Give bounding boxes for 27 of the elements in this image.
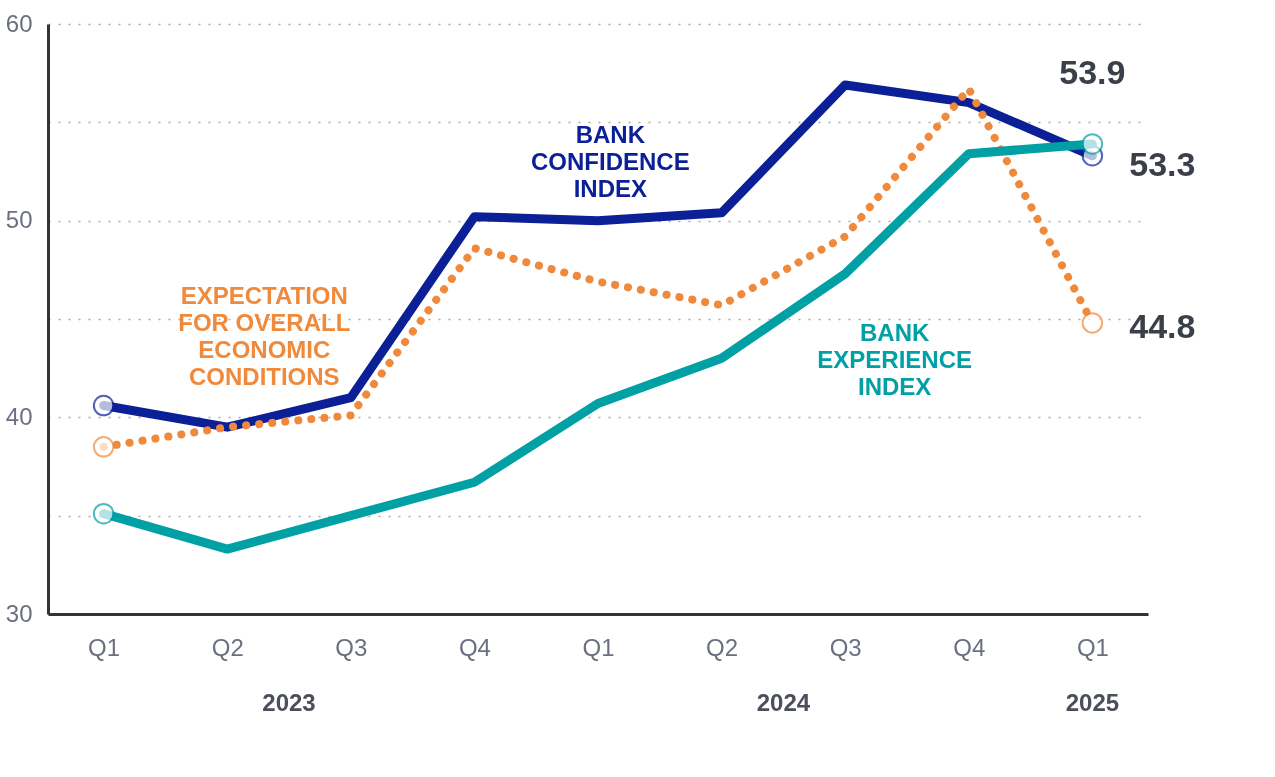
series-label: BANK CONFIDENCE INDEX [531, 120, 690, 202]
point [1081, 133, 1104, 155]
point [92, 394, 115, 417]
point [92, 502, 115, 525]
series-label: BANK EXPERIENCE INDEX [817, 318, 972, 400]
x-tick-label: Q3 [335, 633, 368, 661]
series-label: EXPECTATION FOR OVERALL ECONOMIC CONDITIONS [178, 282, 351, 391]
x-tick-label: Q4 [953, 633, 986, 661]
x-tick-label: Q2 [211, 633, 244, 661]
data-label: 53.3 [1129, 144, 1196, 183]
data-label: 44.8 [1129, 306, 1196, 345]
x-tick-label: Q1 [582, 633, 615, 661]
y-tick-label: 60 [5, 9, 33, 37]
point [92, 436, 115, 458]
y-tick-label: 30 [5, 599, 33, 627]
x-tick-label: Q2 [706, 633, 739, 661]
data-label: 53.9 [1059, 52, 1126, 91]
x-tick-label: Q4 [458, 633, 491, 661]
point [1081, 312, 1104, 334]
y-tick-label: 50 [5, 206, 33, 234]
x-tick-label: Q1 [88, 633, 121, 661]
text: 2023 [262, 689, 316, 716]
text: 2024 [756, 689, 811, 716]
x-tick-label: Q3 [829, 633, 862, 661]
y-tick-label: 40 [5, 402, 33, 430]
text: 2025 [1065, 689, 1120, 716]
x-tick-label: Q1 [1076, 633, 1109, 661]
